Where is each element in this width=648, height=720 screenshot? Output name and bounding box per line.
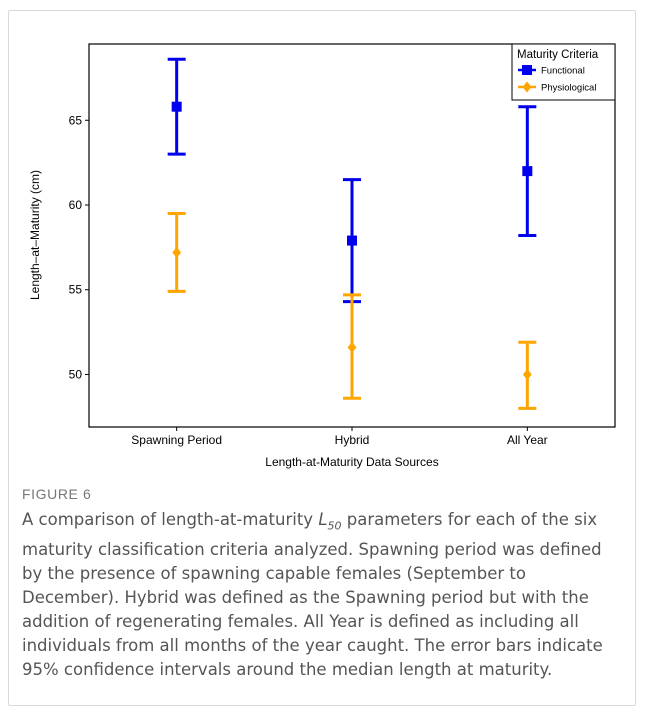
caption-text-start: A comparison of length-at-maturity (22, 510, 319, 529)
point-marker (347, 341, 357, 353)
y-tick-label: 65 (69, 113, 83, 127)
legend-label: Physiological (541, 83, 596, 94)
caption-text-end: parameters for each of the six maturity … (22, 510, 603, 680)
legend-item: Physiological (518, 81, 596, 94)
figure-caption: A comparison of length-at-maturity L50 p… (22, 508, 622, 682)
point-marker (522, 166, 533, 177)
x-tick-label: Spawning Period (131, 433, 222, 447)
y-axis: 50 55 60 65 (69, 113, 89, 381)
caption-symbol: L (318, 510, 328, 529)
error-bar-point (518, 340, 537, 410)
legend: Maturity Criteria Functional Physiologica… (511, 43, 616, 101)
caption-subscript: 50 (327, 519, 342, 533)
figure-label: FIGURE 6 (22, 486, 92, 502)
point-marker (172, 246, 182, 258)
error-bar-point (167, 57, 186, 156)
point-marker (347, 235, 357, 246)
x-tick-label: All Year (507, 433, 548, 447)
error-bar-point (343, 293, 361, 400)
point-marker (522, 65, 532, 75)
point-marker (171, 101, 182, 112)
y-tick-label: 55 (69, 283, 83, 297)
y-tick-label: 60 (69, 198, 83, 212)
y-tick-label: 50 (69, 367, 83, 381)
series-layer (167, 57, 537, 410)
legend-label: Functional (541, 66, 585, 77)
legend-title: Maturity Criteria (517, 49, 599, 61)
x-axis-label: Length-at-Maturity Data Sources (265, 455, 438, 469)
y-axis-label: Length–at–Maturity (cm) (28, 170, 42, 300)
chart: 50 55 60 65 Spawning Period Hybrid All Year L… (28, 43, 616, 469)
legend-item: Functional (518, 65, 585, 77)
error-bar-point (518, 105, 537, 237)
x-tick-label: Hybrid (335, 433, 370, 447)
x-axis: Spawning Period Hybrid All Year (131, 427, 548, 447)
point-marker (522, 81, 532, 93)
error-bar-point (167, 211, 186, 293)
point-marker (522, 368, 532, 380)
